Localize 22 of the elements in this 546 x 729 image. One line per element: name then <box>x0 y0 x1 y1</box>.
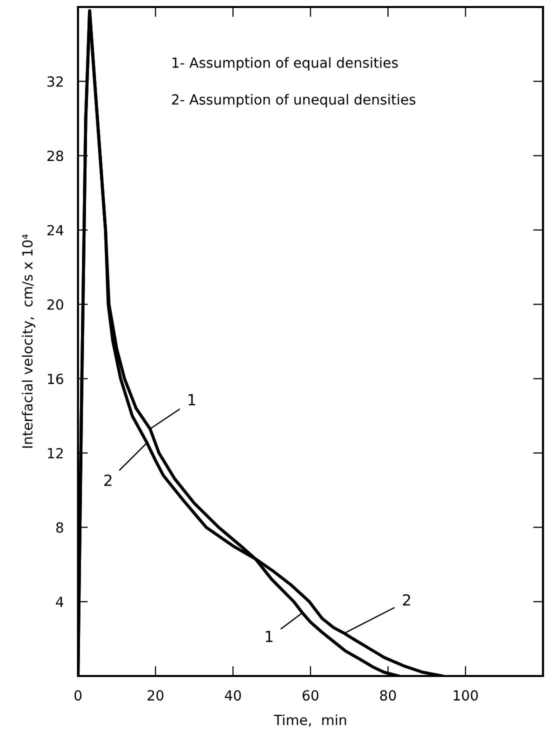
x-axis-title: Time, min <box>274 714 346 727</box>
y-tick-label: 24 <box>47 224 64 236</box>
y-tick-label: 20 <box>47 299 64 310</box>
y-tick-label: 32 <box>47 76 63 87</box>
x-tick-label: 60 <box>302 690 318 701</box>
annotation: 1 <box>188 394 196 406</box>
y-tick-label: 28 <box>47 150 64 162</box>
y-tick-label: 4 <box>56 596 64 607</box>
y-tick-label: 16 <box>48 374 64 384</box>
x-tick-label: 20 <box>148 690 164 701</box>
annotation: 2 <box>104 474 112 486</box>
y-tick-label: 12 <box>48 448 63 458</box>
x-tick-label: 0 <box>74 690 82 701</box>
y-tick-label: 8 <box>56 522 64 533</box>
x-tick-label: 40 <box>224 690 241 701</box>
annotation: 1 <box>266 630 272 642</box>
annotation: 2 <box>402 594 410 606</box>
x-tick-label: 100 <box>454 690 478 701</box>
annotation: 2- Assumption of unequal densities <box>172 94 416 108</box>
x-tick-label: 80 <box>380 690 396 701</box>
y-axis-title: Interfacial velocity, cm/s x 10⁴ <box>22 234 36 448</box>
annotation: 1- Assumption of equal densities <box>172 57 398 71</box>
